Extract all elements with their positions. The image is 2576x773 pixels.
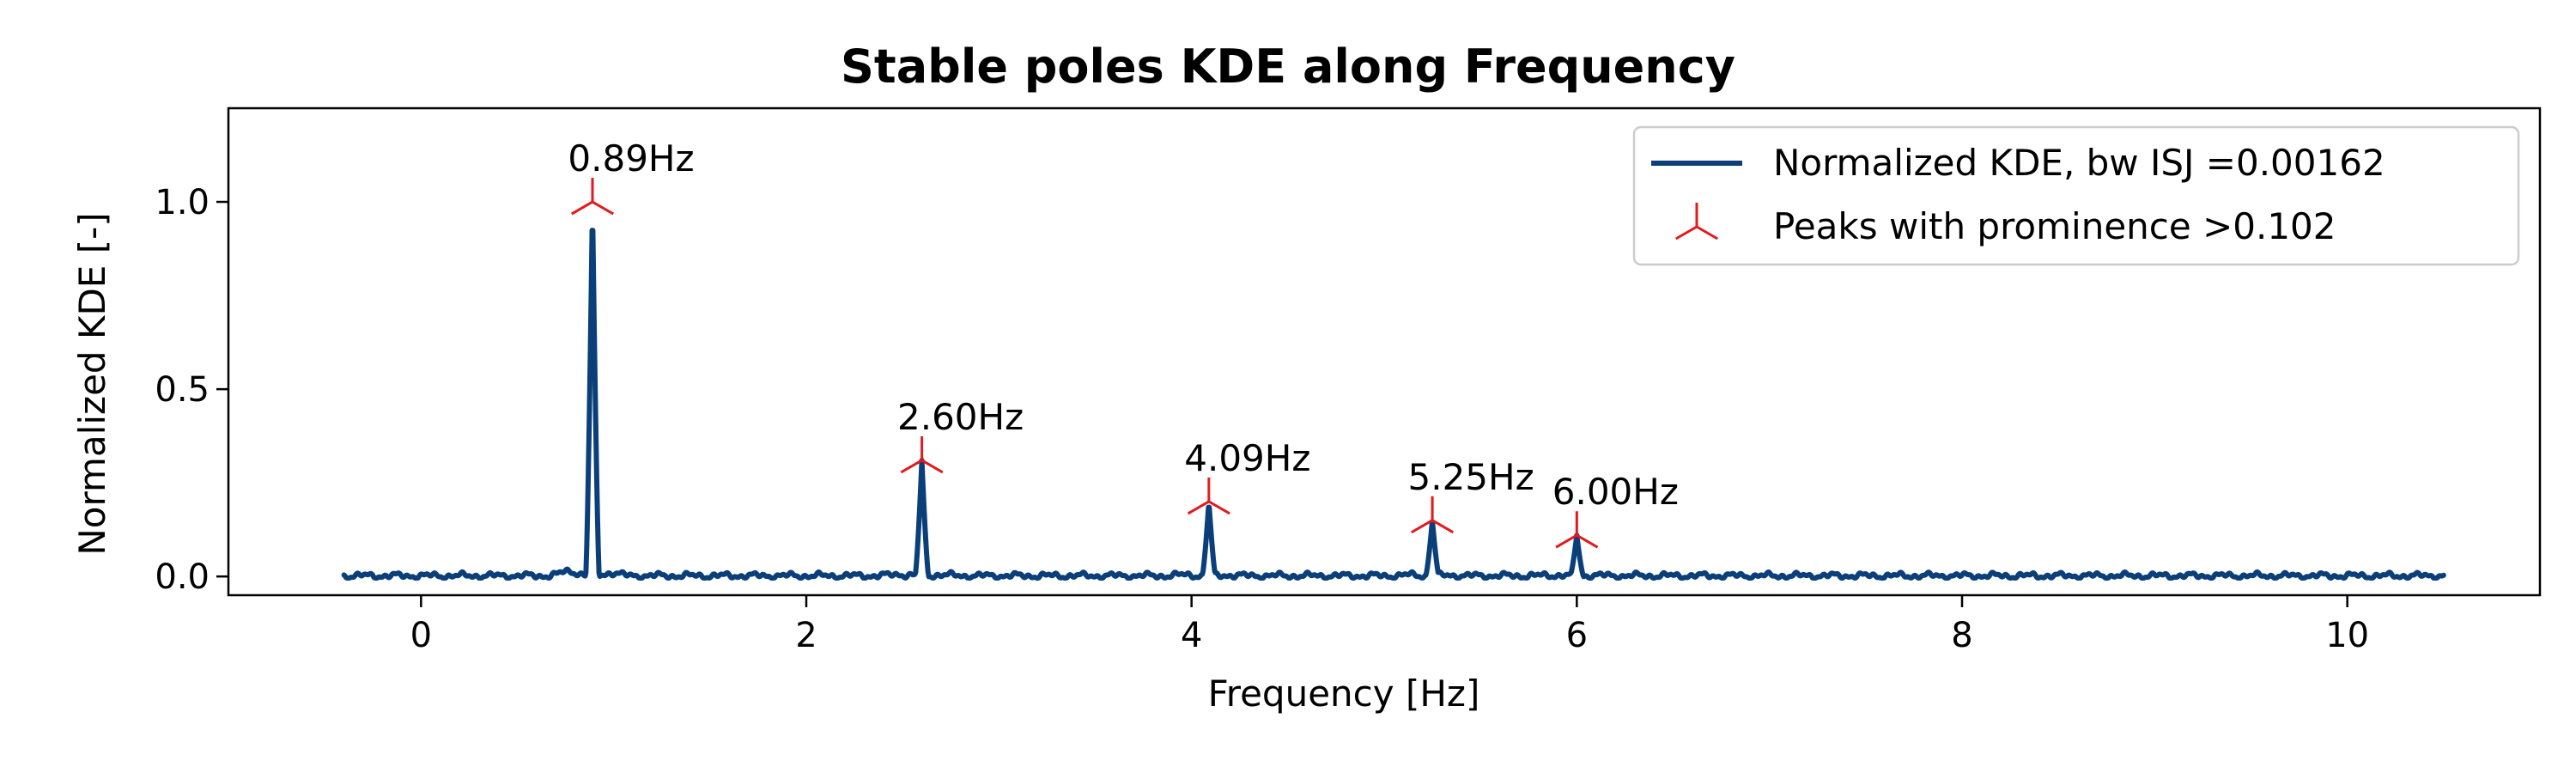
data-layer — [341, 228, 2446, 581]
peak-label: 5.25Hz — [1408, 456, 1534, 498]
x-tick-label: 8 — [1951, 616, 1972, 655]
marker-arm — [1555, 533, 1578, 549]
x-tick-label: 4 — [1181, 616, 1202, 655]
x-tick-label: 2 — [795, 616, 817, 655]
x-tick-label: 6 — [1566, 616, 1588, 655]
axes-layer: 0 2 4 6 8 10 0.0 0.5 1.0 — [155, 107, 2542, 655]
legend-label-peaks: Peaks with prominence >0.102 — [1773, 205, 2336, 247]
legend-marker-swatch — [1675, 203, 1718, 240]
legend-label-kde: Normalized KDE, bw ISJ =0.00162 — [1773, 142, 2385, 184]
peak-marker — [1555, 511, 1599, 549]
marker-arm — [1431, 519, 1455, 534]
peak-marker — [900, 435, 944, 474]
marker-arm — [1208, 500, 1230, 515]
peak-label: 2.60Hz — [897, 396, 1024, 438]
legend: Normalized KDE, bw ISJ =0.00162 Peaks wit… — [1632, 125, 2520, 266]
marker-arm — [1576, 533, 1599, 549]
peak-label: 0.89Hz — [568, 137, 694, 180]
x-axis-label: Frequency [Hz] — [1208, 673, 1480, 715]
label-layer: 0.89Hz 2.60Hz 4.09Hz 5.25Hz 6.00Hz — [568, 137, 1678, 513]
x-tick-label: 10 — [2325, 616, 2369, 655]
y-tick-label: 0.5 — [155, 370, 210, 410]
marker-arm — [1696, 225, 1718, 240]
kde-series-line — [341, 228, 2446, 581]
y-tick-label: 1.0 — [155, 183, 210, 222]
marker-arm — [592, 200, 614, 216]
x-tick-label: 0 — [410, 616, 432, 655]
y-axis-label: Normalized KDE [-] — [71, 212, 113, 555]
peak-marker — [1411, 496, 1455, 534]
marker-arm — [1187, 500, 1210, 515]
peak-label: 6.00Hz — [1552, 471, 1679, 513]
marker-arm — [900, 459, 923, 474]
peak-marker — [1187, 477, 1230, 515]
marker-arm — [1411, 519, 1433, 534]
legend-box — [1632, 125, 2520, 266]
y-tick-label: 0.0 — [155, 557, 210, 597]
marker-arm — [1675, 225, 1698, 240]
marker-arm — [920, 459, 944, 474]
marker-arm — [570, 200, 593, 216]
marker-layer — [570, 178, 1599, 549]
peak-marker — [570, 178, 614, 216]
chart-title: Stable poles KDE along Frequency — [841, 40, 1735, 94]
plot-frame — [227, 107, 2542, 597]
peak-label: 4.09Hz — [1184, 437, 1310, 479]
